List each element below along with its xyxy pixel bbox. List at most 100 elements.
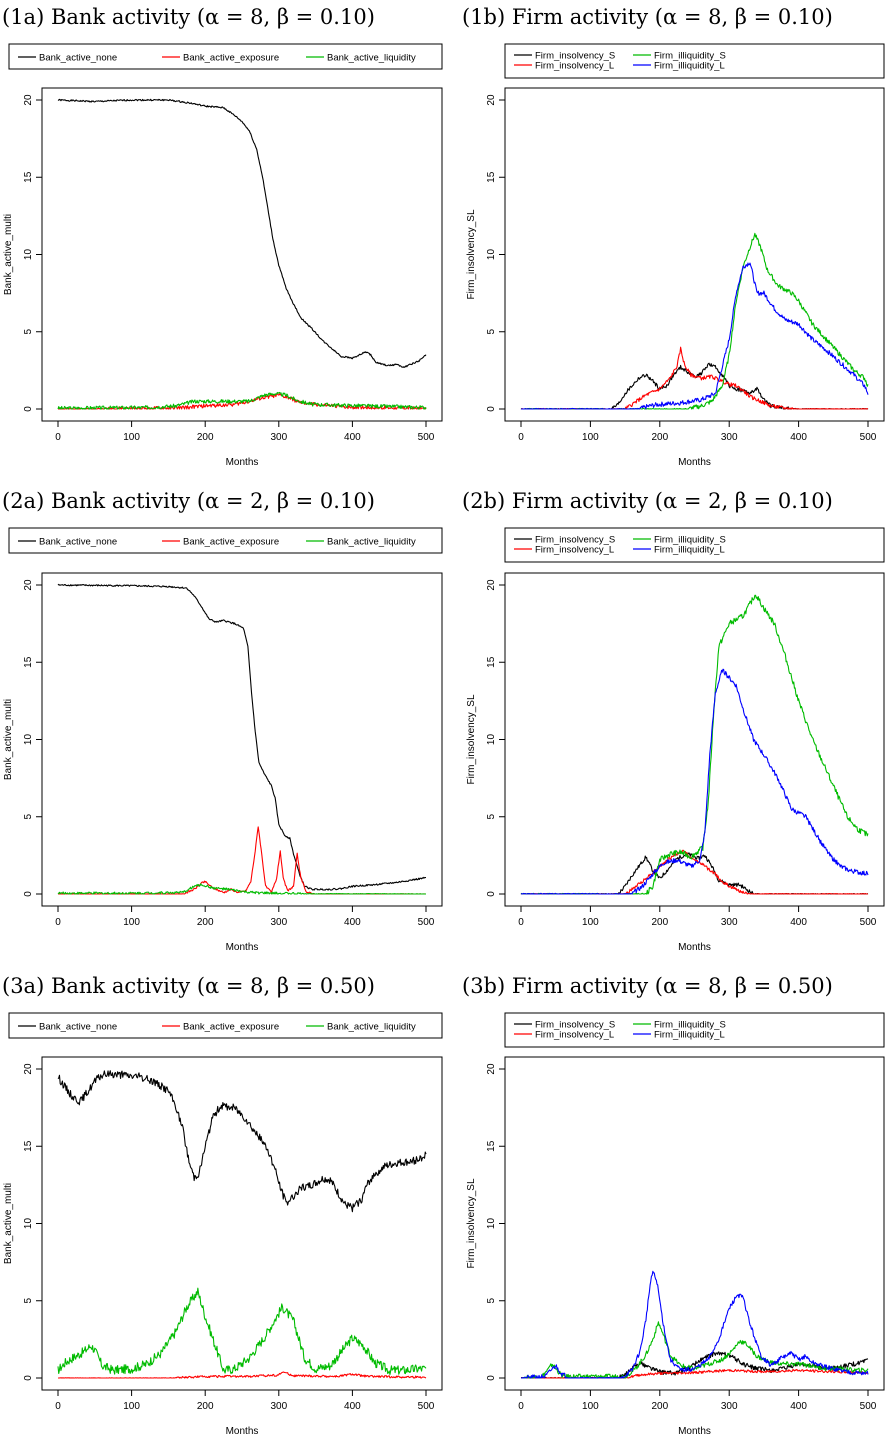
x-tick-label: 300 [721, 1401, 738, 1412]
y-axis-label: Firm_insolvency_SL [466, 694, 477, 784]
panel-3a: (3a) Bank activity (α = 8, β = 0.50) Bank… [2, 974, 443, 1437]
x-tick-label: 300 [721, 432, 738, 443]
y-tick-label: 10 [486, 249, 497, 261]
panel-title: (3a) Bank activity (α = 8, β = 0.50) [2, 974, 375, 998]
x-tick-label: 300 [270, 1401, 287, 1412]
legend-label: Bank_active_none [39, 537, 117, 548]
x-tick-label: 100 [123, 917, 140, 928]
x-tick-label: 400 [790, 1401, 807, 1412]
y-axis-label: Firm_insolvency_SL [466, 209, 477, 299]
x-tick-label: 400 [344, 1401, 361, 1412]
y-axis-label: Bank_active_multi [3, 1183, 14, 1264]
x-tick-label: 0 [518, 432, 524, 443]
y-tick-label: 20 [23, 1063, 34, 1075]
series-line-bank-active-exposure [57, 826, 426, 895]
x-tick-label: 200 [197, 917, 214, 928]
series-line-bank-active-liquidity [57, 883, 427, 895]
series-line-firm-insolvency-s [520, 1351, 869, 1379]
legend-label: Firm_insolvency_L [535, 61, 614, 72]
legend-box [504, 43, 885, 79]
y-tick-label: 15 [486, 171, 497, 183]
y-tick-label: 15 [486, 1140, 497, 1152]
legend-label: Firm_illiquidity_L [654, 545, 725, 556]
y-tick-label: 20 [486, 1063, 497, 1075]
series-line-firm-illiquidity-s [520, 594, 869, 895]
legend-box [8, 1012, 443, 1039]
y-tick-label: 0 [486, 891, 497, 897]
y-tick-label: 0 [23, 406, 34, 412]
series-line-firm-insolvency-s [520, 362, 869, 410]
x-tick-label: 400 [790, 432, 807, 443]
legend-label: Bank_active_liquidity [327, 1022, 416, 1033]
series-line-firm-illiquidity-s [521, 1321, 869, 1379]
legend-label: Firm_illiquidity_L [654, 61, 725, 72]
y-tick-label: 15 [23, 171, 34, 183]
plot-frame [504, 1056, 885, 1391]
plot-frame [41, 572, 443, 907]
series-line-bank-active-none [57, 1070, 427, 1213]
panel-1a: (1a) Bank activity (α = 8, β = 0.10) Bank… [2, 5, 443, 468]
y-tick-label: 0 [23, 1375, 34, 1381]
legend-label: Firm_illiquidity_L [654, 1030, 725, 1041]
x-tick-label: 0 [518, 1401, 524, 1412]
y-tick-label: 15 [23, 656, 34, 668]
y-axis-label: Bank_active_multi [3, 214, 14, 295]
x-tick-label: 500 [860, 1401, 877, 1412]
x-tick-label: 200 [651, 432, 668, 443]
x-tick-label: 400 [344, 917, 361, 928]
panel-2b: (2b) Firm activity (α = 2, β = 0.10) Firm… [462, 489, 885, 953]
x-tick-label: 200 [651, 1401, 668, 1412]
x-tick-label: 500 [418, 917, 435, 928]
y-tick-label: 5 [486, 329, 497, 335]
x-tick-label: 400 [790, 917, 807, 928]
x-axis-label: Months [226, 1426, 259, 1437]
x-axis-label: Months [226, 457, 259, 468]
y-tick-label: 10 [23, 249, 34, 261]
x-tick-label: 100 [582, 432, 599, 443]
y-tick-label: 5 [23, 1298, 34, 1304]
y-tick-label: 20 [23, 579, 34, 591]
y-axis-label: Firm_insolvency_SL [466, 1178, 477, 1268]
y-tick-label: 20 [486, 579, 497, 591]
x-axis-label: Months [678, 942, 711, 953]
legend-box [504, 1012, 885, 1048]
legend-label: Bank_active_none [39, 53, 117, 64]
y-tick-label: 5 [486, 1298, 497, 1304]
panel-2a: (2a) Bank activity (α = 2, β = 0.10) Bank… [2, 489, 443, 953]
legend-label: Firm_insolvency_S [535, 1020, 615, 1031]
legend-label: Firm_insolvency_L [535, 1030, 614, 1041]
y-tick-label: 5 [486, 814, 497, 820]
y-tick-label: 10 [23, 734, 34, 746]
panel-1b: (1b) Firm activity (α = 8, β = 0.10) Firm… [462, 5, 885, 468]
series-line-firm-illiquidity-l [520, 262, 869, 410]
y-tick-label: 20 [23, 94, 34, 106]
x-tick-label: 200 [651, 917, 668, 928]
legend-label: Firm_illiquidity_S [654, 51, 726, 62]
series-line-firm-illiquidity-l [521, 1270, 869, 1379]
x-tick-label: 300 [270, 432, 287, 443]
series-line-firm-insolvency-s [520, 852, 869, 895]
series-line-bank-active-liquidity [57, 1287, 427, 1376]
legend-label: Firm_illiquidity_S [654, 535, 726, 546]
y-tick-label: 0 [486, 406, 497, 412]
legend-box [8, 527, 443, 554]
x-tick-label: 500 [860, 432, 877, 443]
y-tick-label: 10 [23, 1218, 34, 1230]
panel-title: (2a) Bank activity (α = 2, β = 0.10) [2, 489, 375, 513]
plot-frame [41, 1056, 443, 1391]
legend-label: Bank_active_none [39, 1022, 117, 1033]
y-tick-label: 10 [486, 734, 497, 746]
legend-label: Firm_illiquidity_S [654, 1020, 726, 1031]
plot-frame [41, 87, 443, 422]
legend-label: Bank_active_liquidity [327, 53, 416, 64]
y-tick-label: 5 [23, 814, 34, 820]
legend-label: Firm_insolvency_S [535, 535, 615, 546]
y-axis-label: Bank_active_multi [3, 699, 14, 780]
x-tick-label: 200 [197, 1401, 214, 1412]
x-tick-label: 0 [55, 432, 61, 443]
x-tick-label: 0 [55, 1401, 61, 1412]
legend-label: Firm_insolvency_S [535, 51, 615, 62]
legend-label: Firm_insolvency_L [535, 545, 614, 556]
legend-box [8, 43, 443, 70]
